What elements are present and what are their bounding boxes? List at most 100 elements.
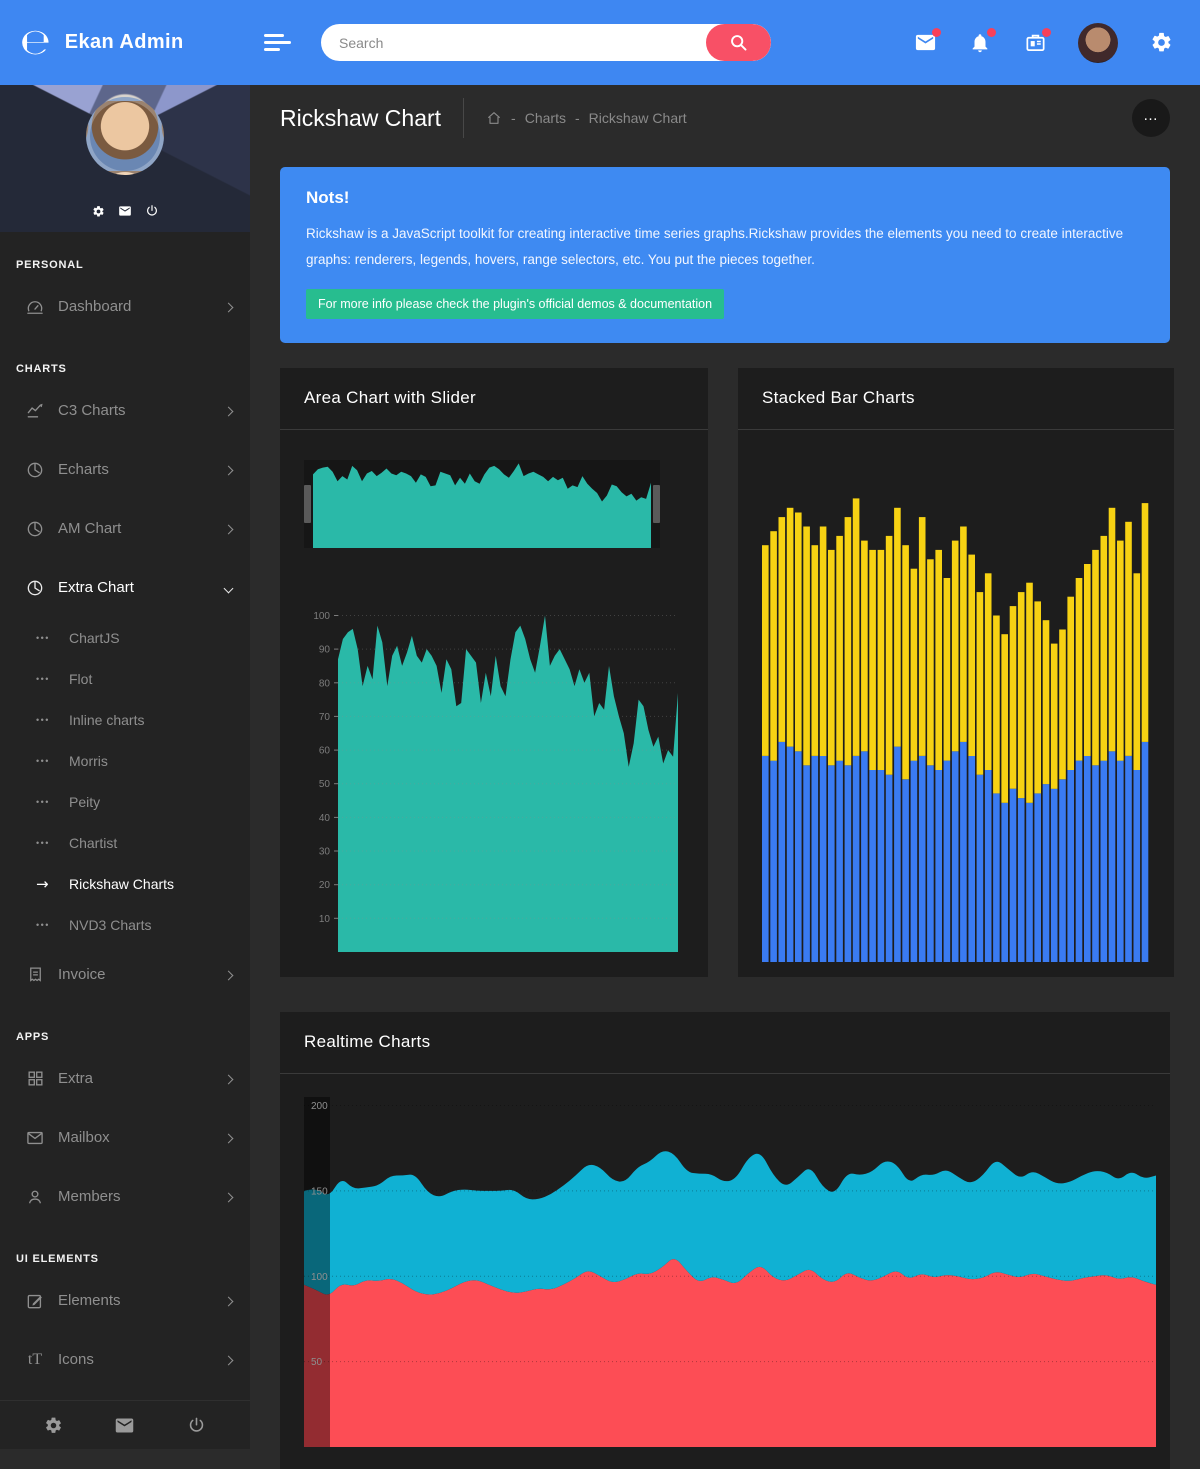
- svg-text:100: 100: [311, 1271, 328, 1282]
- sidebar-item-elements[interactable]: Elements: [0, 1271, 250, 1330]
- svg-text:50: 50: [311, 1357, 323, 1368]
- section-label-ui-elements: UI ELEMENTS: [16, 1253, 99, 1265]
- invoice-icon: [25, 965, 45, 984]
- sidebar-nav: PERSONAL Dashboard CHARTS C3 Charts Echa…: [0, 232, 250, 1389]
- dashboard-icon: [25, 297, 45, 317]
- sidebar-subitem-nvd3-charts[interactable]: ••• NVD3 Charts: [0, 904, 250, 945]
- sidebar-item-label: Peity: [69, 793, 101, 810]
- mail-icon: [116, 1418, 134, 1432]
- panel-header: Stacked Bar Charts: [738, 368, 1174, 430]
- dots-icon: •••: [36, 632, 50, 643]
- power-icon: [189, 1417, 204, 1432]
- sidebar-item-label: NVD3 Charts: [69, 916, 152, 933]
- profile-settings-button[interactable]: [90, 203, 106, 219]
- profile-logout-button[interactable]: [144, 203, 160, 219]
- mail-icon: [915, 34, 935, 51]
- footer-settings-button[interactable]: [43, 1414, 65, 1436]
- pie-chart-icon: [25, 519, 45, 539]
- charts-row: Area Chart with Slider 10 20 30 40 50 60 70 80 9…: [280, 367, 1174, 977]
- stacked-bar-chart[interactable]: [762, 475, 1150, 962]
- sidebar-subitem-chartjs[interactable]: ••• ChartJS: [0, 617, 250, 658]
- stacked-bar-body: [738, 430, 1174, 975]
- svg-text:20: 20: [319, 880, 331, 891]
- sidebar-subitem-morris[interactable]: ••• Morris: [0, 740, 250, 781]
- sidebar-item-am-chart[interactable]: AM Chart: [0, 499, 250, 558]
- profile-mail-button[interactable]: [117, 203, 133, 219]
- topbar-actions: [913, 22, 1200, 63]
- breadcrumb-current: Rickshaw Chart: [588, 110, 687, 126]
- sidebar-item-label: Chartist: [69, 834, 118, 851]
- sidebar-subitem-flot[interactable]: ••• Flot: [0, 658, 250, 699]
- stacked-bar-panel: Stacked Bar Charts: [738, 367, 1174, 977]
- sidebar-item-members[interactable]: Members: [0, 1167, 250, 1226]
- notice-title: Nots!: [306, 188, 350, 207]
- sidebar-item-mailbox[interactable]: Mailbox: [0, 1108, 250, 1167]
- sidebar-item-label: Morris: [69, 752, 108, 769]
- dots-icon: •••: [36, 714, 50, 725]
- svg-text:60: 60: [319, 745, 331, 756]
- sidebar-item-invoice[interactable]: Invoice: [0, 945, 250, 1004]
- range-slider[interactable]: [304, 459, 660, 548]
- sidebar-item-extra-chart[interactable]: Extra Chart: [0, 558, 250, 617]
- grid-icon: [25, 1069, 45, 1088]
- apps-button[interactable]: [1023, 27, 1051, 55]
- svg-text:50: 50: [319, 779, 331, 790]
- user-icon: [25, 1187, 45, 1207]
- pie-chart-icon: [25, 578, 45, 598]
- sidebar-subitem-rickshaw-charts[interactable]: → Rickshaw Charts: [0, 863, 250, 904]
- page-title: Rickshaw Chart: [280, 104, 442, 131]
- svg-text:90: 90: [319, 644, 331, 655]
- svg-text:70: 70: [319, 712, 331, 723]
- pie-chart-icon: [25, 460, 45, 480]
- page-options-button[interactable]: …: [1132, 99, 1170, 137]
- dots-icon: •••: [36, 796, 50, 807]
- breadcrumb-link-charts[interactable]: Charts: [524, 110, 566, 126]
- user-avatar[interactable]: [1078, 22, 1118, 63]
- panel-header: Realtime Charts: [280, 1012, 1170, 1074]
- notice-body: Rickshaw is a JavaScript toolkit for cre…: [306, 226, 1124, 268]
- notifications-button[interactable]: [968, 27, 996, 55]
- chevron-right-icon: [223, 520, 234, 537]
- slider-handle-right[interactable]: [653, 484, 660, 523]
- page-header: Rickshaw Chart - Charts - Rickshaw Chart…: [280, 98, 1170, 138]
- notice-info-box: For more info please check the plugin's …: [306, 288, 725, 319]
- search-input[interactable]: [321, 24, 706, 61]
- sidebar-subitem-peity[interactable]: ••• Peity: [0, 781, 250, 822]
- sidebar-item-extra[interactable]: Extra: [0, 1049, 250, 1108]
- area-chart[interactable]: 10 20 30 40 50 60 70 80 90 100: [304, 590, 684, 964]
- sidebar-item-c3-charts[interactable]: C3 Charts: [0, 381, 250, 440]
- sidebar-item-dashboard[interactable]: Dashboard: [0, 277, 250, 336]
- sidebar-item-label: Extra: [58, 1070, 94, 1087]
- sidebar-item-icons[interactable]: tT Icons: [0, 1330, 250, 1389]
- typography-icon: tT: [27, 1350, 43, 1368]
- gear-icon: [1152, 32, 1170, 52]
- header-divider: [463, 98, 465, 138]
- menu-toggle-button[interactable]: [260, 26, 295, 60]
- sidebar-item-echarts[interactable]: Echarts: [0, 440, 250, 499]
- home-icon[interactable]: [486, 110, 502, 126]
- chevron-right-icon: [223, 1070, 234, 1087]
- edit-icon: [25, 1291, 45, 1311]
- messages-button[interactable]: [913, 27, 941, 55]
- sidebar-item-label: Echarts: [58, 461, 109, 478]
- sidebar-item-label: AM Chart: [58, 520, 122, 537]
- sidebar-item-label: Dashboard: [58, 298, 132, 315]
- profile-actions: [90, 203, 160, 219]
- settings-button[interactable]: [1149, 31, 1173, 55]
- docs-link[interactable]: demos & documentation: [577, 296, 713, 311]
- svg-text:10: 10: [319, 913, 331, 924]
- bell-icon: [972, 33, 988, 52]
- footer-mail-button[interactable]: [114, 1414, 136, 1436]
- chevron-right-icon: [223, 402, 234, 419]
- sidebar-item-label: Flot: [69, 670, 93, 687]
- realtime-chart[interactable]: 50 100 150 200: [304, 1096, 1156, 1447]
- breadcrumb: - Charts - Rickshaw Chart: [486, 110, 687, 126]
- slider-handle-left[interactable]: [304, 484, 311, 523]
- sidebar-subitem-chartist[interactable]: ••• Chartist: [0, 822, 250, 863]
- dots-icon: •••: [36, 755, 50, 766]
- sidebar-subitem-inline-charts[interactable]: ••• Inline charts: [0, 699, 250, 740]
- search-button[interactable]: [706, 24, 771, 61]
- sidebar-item-label: Extra Chart: [58, 579, 134, 596]
- briefcase-icon: [1025, 34, 1045, 52]
- footer-logout-button[interactable]: [185, 1414, 207, 1436]
